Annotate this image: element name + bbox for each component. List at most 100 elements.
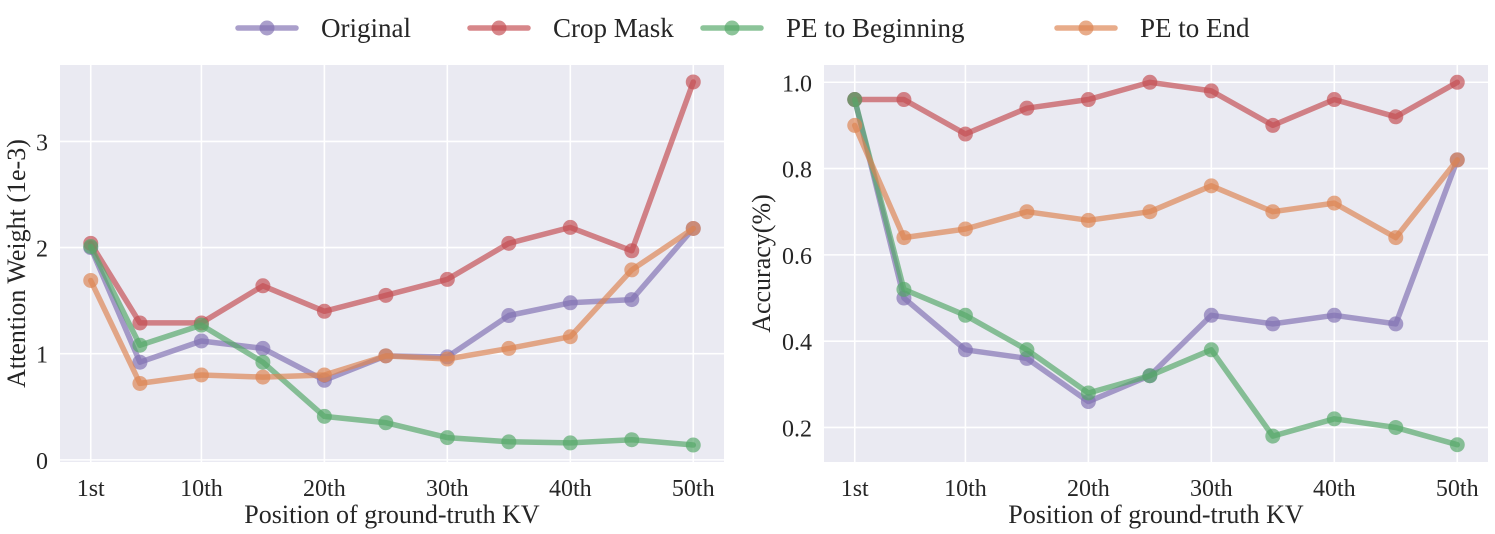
data-point-pe-to-end (562, 329, 578, 345)
legend-marker (491, 20, 507, 36)
series-pe-to-beginning (847, 92, 1465, 453)
x-axis-label: Position of ground-truth KV (1008, 500, 1304, 529)
series-pe-to-end (847, 117, 1465, 246)
data-point-pe-to-beginning (624, 432, 640, 448)
legend-marker (259, 20, 275, 36)
data-point-crop-mask (439, 271, 455, 287)
data-point-pe-to-end (1019, 204, 1035, 220)
data-point-pe-to-beginning (957, 307, 973, 323)
data-point-original (1388, 316, 1404, 332)
accuracy-panel: 1st 10th 20th 30th 40th 50th 0.2 0.4 0.6 0.8 1.0 Po… (747, 65, 1488, 529)
data-point-pe-to-beginning (1449, 437, 1465, 453)
legend-item-pe-to-beginning: PE to Beginning (700, 13, 965, 43)
y-tick-label: 2 (36, 237, 48, 263)
legend-item-crop-mask: Crop Mask (467, 13, 674, 43)
data-point-pe-to-end (847, 117, 863, 133)
data-point-pe-to-end (1326, 195, 1342, 211)
x-tick-label: 50th (672, 476, 715, 502)
data-point-pe-to-beginning (1019, 342, 1035, 358)
plot-area (824, 65, 1488, 462)
data-point-pe-to-beginning (1142, 368, 1158, 384)
data-point-original (1265, 316, 1281, 332)
data-point-pe-to-end (132, 375, 148, 391)
data-point-pe-to-beginning (1265, 428, 1281, 444)
data-point-pe-to-beginning (316, 408, 332, 424)
data-point-crop-mask (896, 92, 912, 108)
attention-weight-panel: 1st 10th 20th 30th 40th 50th 0 1 2 3 Position of g… (2, 65, 724, 529)
x-tick-label: 10th (180, 476, 223, 502)
data-point-pe-to-beginning (132, 337, 148, 353)
y-tick-label: 1 (36, 343, 48, 369)
data-point-pe-to-end (1265, 204, 1281, 220)
data-point-pe-to-beginning (1326, 411, 1342, 427)
data-point-crop-mask (378, 287, 394, 303)
y-axis-label: Accuracy(%) (747, 194, 776, 333)
data-point-pe-to-beginning (255, 354, 271, 370)
data-point-pe-to-end (501, 340, 517, 356)
data-point-crop-mask (685, 74, 701, 90)
y-tick-label: 1.0 (782, 71, 812, 97)
data-point-crop-mask (316, 303, 332, 319)
data-point-pe-to-end (685, 220, 701, 236)
data-point-pe-to-end (1388, 230, 1404, 246)
data-point-crop-mask (501, 235, 517, 251)
data-point-pe-to-beginning (896, 281, 912, 297)
series-pe-to-end (83, 220, 701, 391)
data-point-pe-to-end (1449, 152, 1465, 168)
data-point-crop-mask (1203, 83, 1219, 99)
legend-item-original: Original (235, 13, 411, 43)
data-point-crop-mask (1449, 74, 1465, 90)
data-point-original (501, 308, 517, 324)
data-point-crop-mask (1142, 74, 1158, 90)
series-pe-to-beginning (83, 239, 701, 453)
x-tick-label: 20th (1067, 476, 1110, 502)
legend-marker (1078, 20, 1094, 36)
data-point-pe-to-end (378, 348, 394, 364)
y-tick-label: 0.8 (782, 158, 812, 184)
data-point-pe-to-end (1142, 204, 1158, 220)
data-point-pe-to-beginning (562, 435, 578, 451)
data-point-crop-mask (624, 243, 640, 259)
data-point-pe-to-end (193, 367, 209, 383)
data-point-pe-to-end (316, 367, 332, 383)
legend-marker (724, 20, 740, 36)
data-point-crop-mask (132, 315, 148, 331)
y-tick-label: 0 (36, 449, 48, 475)
x-tick-label: 20th (303, 476, 346, 502)
data-point-pe-to-beginning (501, 434, 517, 450)
data-point-crop-mask (1080, 92, 1096, 108)
data-point-pe-to-end (957, 221, 973, 237)
data-point-pe-to-beginning (685, 437, 701, 453)
data-point-original (132, 354, 148, 370)
x-tick-label: 40th (1313, 476, 1356, 502)
plot-area (60, 65, 724, 462)
legend-label: PE to End (1140, 13, 1250, 43)
legend-item-pe-to-end: PE to End (1054, 13, 1250, 43)
data-point-crop-mask (562, 219, 578, 235)
data-point-crop-mask (1265, 117, 1281, 133)
x-tick-label: 30th (1190, 476, 1233, 502)
data-point-original (957, 342, 973, 358)
data-point-crop-mask (1326, 92, 1342, 108)
x-axis-label: Position of ground-truth KV (244, 500, 540, 529)
y-tick-label: 0.6 (782, 244, 812, 270)
x-tick-label: 30th (426, 476, 469, 502)
data-point-pe-to-beginning (439, 430, 455, 446)
data-point-original (193, 333, 209, 349)
x-tick-label: 1st (841, 476, 869, 502)
data-point-pe-to-end (83, 272, 99, 288)
data-point-pe-to-beginning (1203, 342, 1219, 358)
data-point-original (624, 292, 640, 308)
x-tick-label: 1st (77, 476, 105, 502)
x-tick-label: 50th (1436, 476, 1479, 502)
data-point-pe-to-beginning (1080, 385, 1096, 401)
y-tick-label: 0.2 (782, 416, 812, 442)
data-point-original (562, 295, 578, 311)
data-point-pe-to-end (624, 262, 640, 278)
data-point-original (1203, 307, 1219, 323)
data-point-pe-to-beginning (1388, 419, 1404, 435)
y-axis-label: Attention Weight (1e-3) (2, 139, 31, 388)
data-point-original (1326, 307, 1342, 323)
data-point-crop-mask (1019, 100, 1035, 116)
